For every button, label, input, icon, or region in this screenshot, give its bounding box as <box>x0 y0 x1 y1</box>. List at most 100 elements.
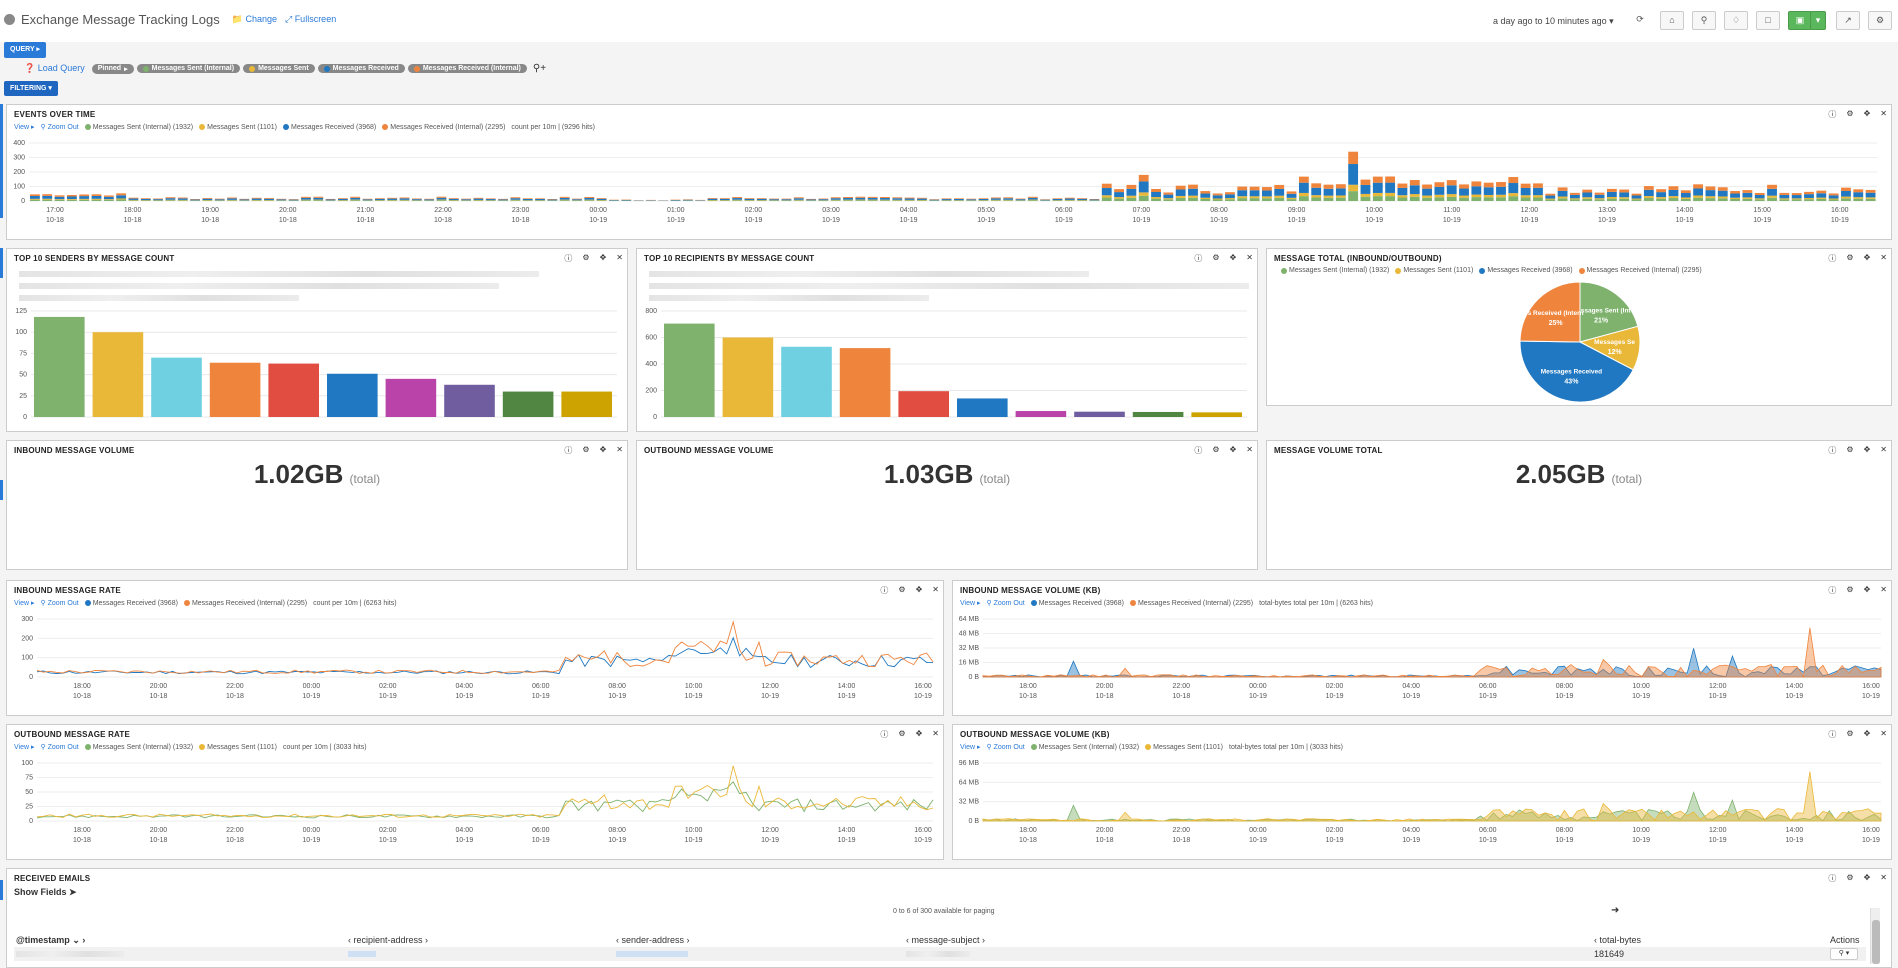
column-header-timestamp[interactable]: @timestamp ⌄ › <box>16 935 85 946</box>
close-icon[interactable]: ✕ <box>1246 253 1253 264</box>
info-icon[interactable]: ⓘ <box>880 585 888 596</box>
home-icon[interactable]: ⌂ <box>1660 11 1684 30</box>
move-icon[interactable]: ✥ <box>1864 873 1871 884</box>
close-icon[interactable]: ✕ <box>1880 585 1887 596</box>
zoom-out-link[interactable]: ⚲ Zoom Out <box>987 599 1025 607</box>
zoom-out-link[interactable]: ⚲ Zoom Out <box>41 599 79 607</box>
settings-icon[interactable]: ⚙ <box>1846 253 1853 264</box>
settings-icon[interactable]: ⚙ <box>1212 253 1219 264</box>
zoom-out-link[interactable]: ⚲ Zoom Out <box>41 123 79 131</box>
refresh-icon[interactable]: ⟳ <box>1628 11 1652 30</box>
move-icon[interactable]: ✥ <box>1864 109 1871 120</box>
settings-icon[interactable]: ⚙ <box>898 585 905 596</box>
info-icon[interactable]: ⓘ <box>564 253 572 264</box>
settings-icon[interactable]: ⚙ <box>898 729 905 740</box>
settings-icon[interactable]: ⚙ <box>1846 109 1853 120</box>
filtering-button[interactable]: FILTERING ▾ <box>4 81 58 96</box>
row-actions-button[interactable]: ⚲ ▾ <box>1830 948 1858 960</box>
column-header-sender[interactable]: ‹ sender-address › <box>616 935 690 945</box>
bar-segment <box>560 198 570 200</box>
info-icon[interactable]: ⓘ <box>1828 445 1836 456</box>
move-icon[interactable]: ✥ <box>1864 253 1871 264</box>
move-icon[interactable]: ✥ <box>1864 585 1871 596</box>
bar-segment <box>202 200 212 201</box>
time-range-picker[interactable]: a day ago to 10 minutes ago ▾ <box>1493 16 1614 27</box>
settings-icon[interactable]: ⚙ <box>1846 445 1853 456</box>
gear-icon[interactable]: ⚙ <box>1868 11 1892 30</box>
column-header-total-bytes[interactable]: ‹ total-bytes <box>1594 935 1641 945</box>
info-icon[interactable]: ⓘ <box>1828 253 1836 264</box>
close-icon[interactable]: ✕ <box>932 729 939 740</box>
query-pill-received[interactable]: Messages Received <box>318 64 405 73</box>
load-query-link[interactable]: ❓ Load Query <box>24 63 85 74</box>
settings-icon[interactable]: ⚙ <box>1846 873 1853 884</box>
close-icon[interactable]: ✕ <box>616 445 623 456</box>
close-icon[interactable]: ✕ <box>932 585 939 596</box>
info-icon[interactable]: ⓘ <box>1828 109 1836 120</box>
view-menu[interactable]: View ▸ <box>14 123 35 131</box>
query-pill-sent-internal[interactable]: Messages Sent (Internal) <box>137 64 240 73</box>
move-icon[interactable]: ✥ <box>1230 445 1237 456</box>
settings-icon[interactable]: ⚙ <box>1212 445 1219 456</box>
view-menu[interactable]: View ▸ <box>960 743 981 751</box>
close-icon[interactable]: ✕ <box>1880 873 1887 884</box>
close-icon[interactable]: ✕ <box>1880 253 1887 264</box>
events-over-time-chart[interactable]: 400300200100017:0010-1818:0010-1819:0010… <box>7 135 1891 239</box>
search-icon[interactable]: ⚲ <box>1692 11 1716 30</box>
save-icon[interactable]: ▣ <box>1788 11 1812 30</box>
show-fields-toggle[interactable]: Show Fields ➤ <box>14 887 77 898</box>
close-icon[interactable]: ✕ <box>616 253 623 264</box>
pinned-pill[interactable]: Pinned ▸ <box>92 64 134 74</box>
close-icon[interactable]: ✕ <box>1880 729 1887 740</box>
column-header-subject[interactable]: ‹ message-subject › <box>906 935 985 945</box>
move-icon[interactable]: ✥ <box>1864 445 1871 456</box>
view-menu[interactable]: View ▸ <box>960 599 981 607</box>
move-icon[interactable]: ✥ <box>600 253 607 264</box>
close-icon[interactable]: ✕ <box>1880 445 1887 456</box>
settings-icon[interactable]: ⚙ <box>1846 729 1853 740</box>
info-icon[interactable]: ⓘ <box>1194 445 1202 456</box>
zoom-out-link[interactable]: ⚲ Zoom Out <box>41 743 79 751</box>
settings-icon[interactable]: ⚙ <box>582 445 589 456</box>
view-menu[interactable]: View ▸ <box>14 599 35 607</box>
folder-icon[interactable]: □ <box>1756 11 1780 30</box>
move-icon[interactable]: ✥ <box>916 585 923 596</box>
info-icon[interactable]: ⓘ <box>1194 253 1202 264</box>
move-icon[interactable]: ✥ <box>600 445 607 456</box>
zoom-out-link[interactable]: ⚲ Zoom Out <box>987 743 1025 751</box>
add-query-icon[interactable]: ⚲+ <box>533 63 546 74</box>
change-link[interactable]: 📁 Change <box>232 14 277 25</box>
info-icon[interactable]: ⓘ <box>564 445 572 456</box>
share-icon[interactable]: ↗ <box>1836 11 1860 30</box>
next-page-icon[interactable]: ➜ <box>1611 905 1619 916</box>
fullscreen-link[interactable]: ⤢ Fullscreen <box>285 14 336 25</box>
outbound-rate-chart[interactable]: 100755025018:0010-1820:0010-1822:0010-18… <box>7 755 943 859</box>
info-icon[interactable]: ⓘ <box>1828 729 1836 740</box>
settings-icon[interactable]: ⚙ <box>1846 585 1853 596</box>
column-header-label: sender-address <box>622 935 685 945</box>
view-menu[interactable]: View ▸ <box>14 743 35 751</box>
bell-icon[interactable]: ♢ <box>1724 11 1748 30</box>
info-icon[interactable]: ⓘ <box>1828 585 1836 596</box>
save-dropdown-icon[interactable]: ▾ <box>1810 11 1826 30</box>
column-header-recipient[interactable]: ‹ recipient-address › <box>348 935 428 945</box>
table-scrollbar[interactable] <box>1870 908 1880 964</box>
query-pill-received-internal[interactable]: Messages Received (Internal) <box>408 64 527 73</box>
close-icon[interactable]: ✕ <box>1246 445 1253 456</box>
move-icon[interactable]: ✥ <box>1864 729 1871 740</box>
settings-icon[interactable]: ⚙ <box>582 253 589 264</box>
inbound-rate-chart[interactable]: 300200100018:0010-1820:0010-1822:0010-18… <box>7 611 943 715</box>
query-pill-sent[interactable]: Messages Sent <box>243 64 315 73</box>
scrollbar-thumb[interactable] <box>1872 920 1880 964</box>
move-icon[interactable]: ✥ <box>916 729 923 740</box>
info-icon[interactable]: ⓘ <box>1828 873 1836 884</box>
move-icon[interactable]: ✥ <box>1230 253 1237 264</box>
query-button[interactable]: QUERY ▸ <box>4 42 46 58</box>
info-icon[interactable]: ⓘ <box>880 729 888 740</box>
close-icon[interactable]: ✕ <box>1880 109 1887 120</box>
